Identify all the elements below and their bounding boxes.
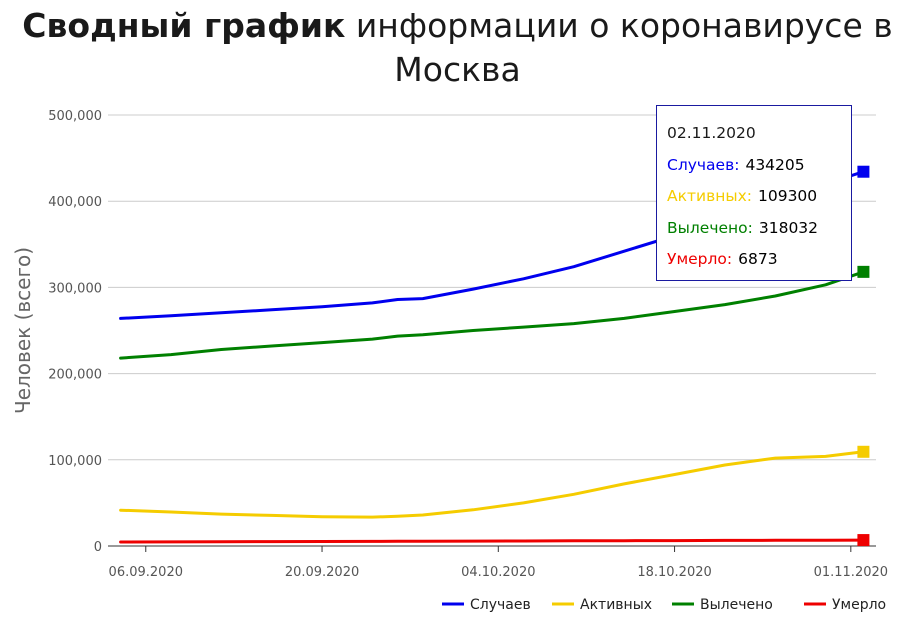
y-tick-label: 200,000 xyxy=(48,368,102,383)
series-line-1 xyxy=(119,450,865,519)
tooltip-label: Случаев: xyxy=(667,155,740,174)
x-tick-label: 04.10.2020 xyxy=(461,565,535,580)
series-marker-1 xyxy=(857,445,870,458)
tooltip-row: Вылечено: 318032 xyxy=(667,213,841,245)
legend-label-1: Активных xyxy=(580,597,652,613)
series-line-3 xyxy=(119,538,865,544)
y-tick-label: 400,000 xyxy=(48,195,102,210)
x-tick-label: 20.09.2020 xyxy=(285,565,359,580)
tooltip-value: 109300 xyxy=(757,187,818,205)
tooltip-row: Активных: 109300 xyxy=(667,181,841,213)
tooltip-label: Вылечено: xyxy=(667,218,753,237)
chart-tooltip: 02.11.2020 Случаев: 434205 Активных: 109300… xyxy=(656,105,852,281)
legend-label-0: Случаев xyxy=(470,597,531,613)
tooltip-label: Умерло: xyxy=(667,250,733,268)
y-tick-label: 500,000 xyxy=(48,109,102,124)
x-tick-label: 01.11.2020 xyxy=(814,565,888,580)
x-tick-label: 06.09.2020 xyxy=(109,565,183,580)
y-axis-label: Человек (всего) xyxy=(11,247,35,414)
y-tick-label: 100,000 xyxy=(48,454,102,469)
tooltip-date: 02.11.2020 xyxy=(667,124,756,142)
series-line-2 xyxy=(119,270,865,360)
chart-title-bold: Сводный график xyxy=(22,6,346,45)
tooltip-value: 6873 xyxy=(738,250,778,268)
tooltip-label: Активных: xyxy=(667,187,752,205)
tooltip-value: 434205 xyxy=(745,155,805,174)
tooltip-row: Умерло: 6873 xyxy=(667,244,841,276)
chart-title-rest: информации о коронавирусе в Москва xyxy=(345,6,893,89)
tooltip-value: 318032 xyxy=(758,218,819,237)
legend-label-2: Вылечено xyxy=(700,597,773,613)
chart-title: Сводный график информации о коронавирусе… xyxy=(0,4,915,92)
y-tick-label: 300,000 xyxy=(48,281,102,296)
legend-label-3: Умерло xyxy=(832,597,886,613)
series-marker-3 xyxy=(857,534,870,547)
y-tick-label: 0 xyxy=(94,540,102,555)
series-marker-2 xyxy=(857,265,870,278)
x-tick-label: 18.10.2020 xyxy=(637,565,711,580)
tooltip-row: Случаев: 434205 xyxy=(667,150,841,182)
series-marker-0 xyxy=(857,165,870,178)
